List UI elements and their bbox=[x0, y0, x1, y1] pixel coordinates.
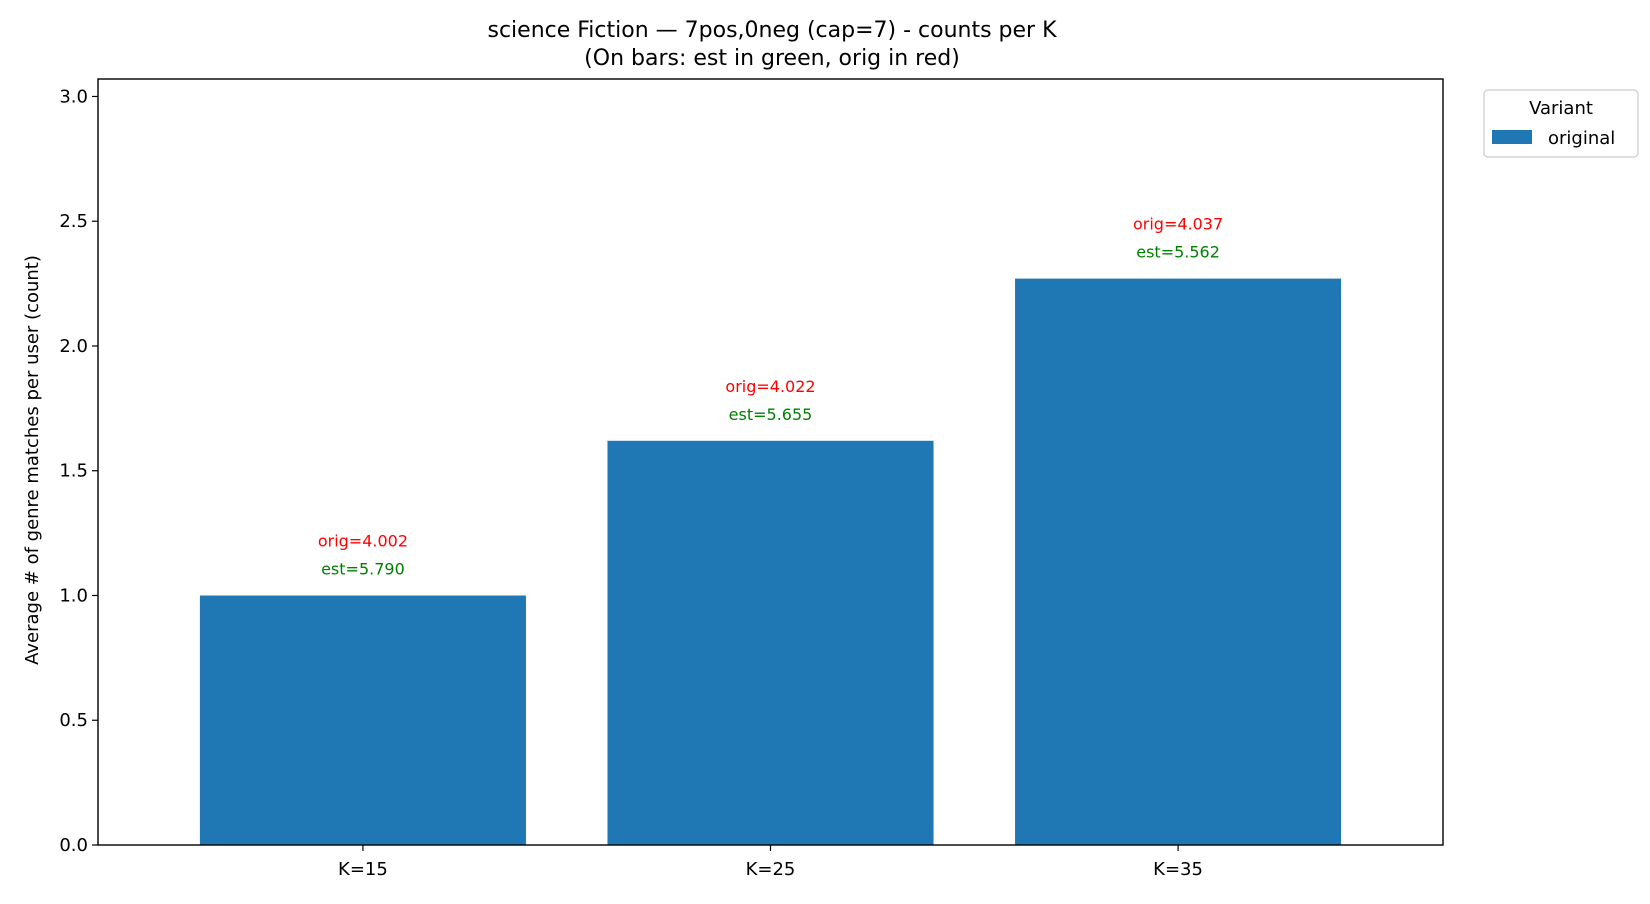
y-tick-label: 0.0 bbox=[59, 835, 88, 856]
y-tick-label: 1.5 bbox=[59, 461, 88, 482]
est-label: est=5.790 bbox=[321, 559, 405, 578]
y-axis-label: Average # of genre matches per user (cou… bbox=[22, 255, 43, 665]
y-tick-label: 0.5 bbox=[59, 710, 88, 731]
bar-k-25 bbox=[607, 440, 934, 845]
x-tick-label: K=15 bbox=[338, 859, 388, 880]
legend: Variant original bbox=[1483, 89, 1639, 158]
y-tick-label: 3.0 bbox=[59, 86, 88, 107]
legend-label-original: original bbox=[1548, 128, 1615, 149]
x-tick-label: K=35 bbox=[1153, 859, 1203, 880]
orig-label: orig=4.037 bbox=[1133, 215, 1223, 234]
bar-k-15 bbox=[199, 595, 526, 845]
y-tick-label: 2.5 bbox=[59, 211, 88, 232]
legend-title: Variant bbox=[1529, 98, 1593, 119]
bar-k-35 bbox=[1015, 278, 1342, 845]
orig-label: orig=4.002 bbox=[318, 531, 408, 550]
plot-frame bbox=[97, 78, 1444, 846]
orig-label: orig=4.022 bbox=[725, 377, 815, 396]
est-label: est=5.562 bbox=[1136, 243, 1220, 262]
chart-title: science Fiction — 7pos,0neg (cap=7) - co… bbox=[487, 18, 1057, 43]
legend-swatch-original bbox=[1492, 130, 1532, 144]
y-tick-label: 2.0 bbox=[59, 336, 88, 357]
est-label: est=5.655 bbox=[729, 405, 813, 424]
x-tick-label: K=25 bbox=[746, 859, 796, 880]
chart-subtitle: (On bars: est in green, orig in red) bbox=[584, 46, 960, 71]
y-tick-label: 1.0 bbox=[59, 585, 88, 606]
plot-area: K=15 orig=4.002 est=5.790 K=25 orig=4.022 est… bbox=[59, 78, 1444, 880]
